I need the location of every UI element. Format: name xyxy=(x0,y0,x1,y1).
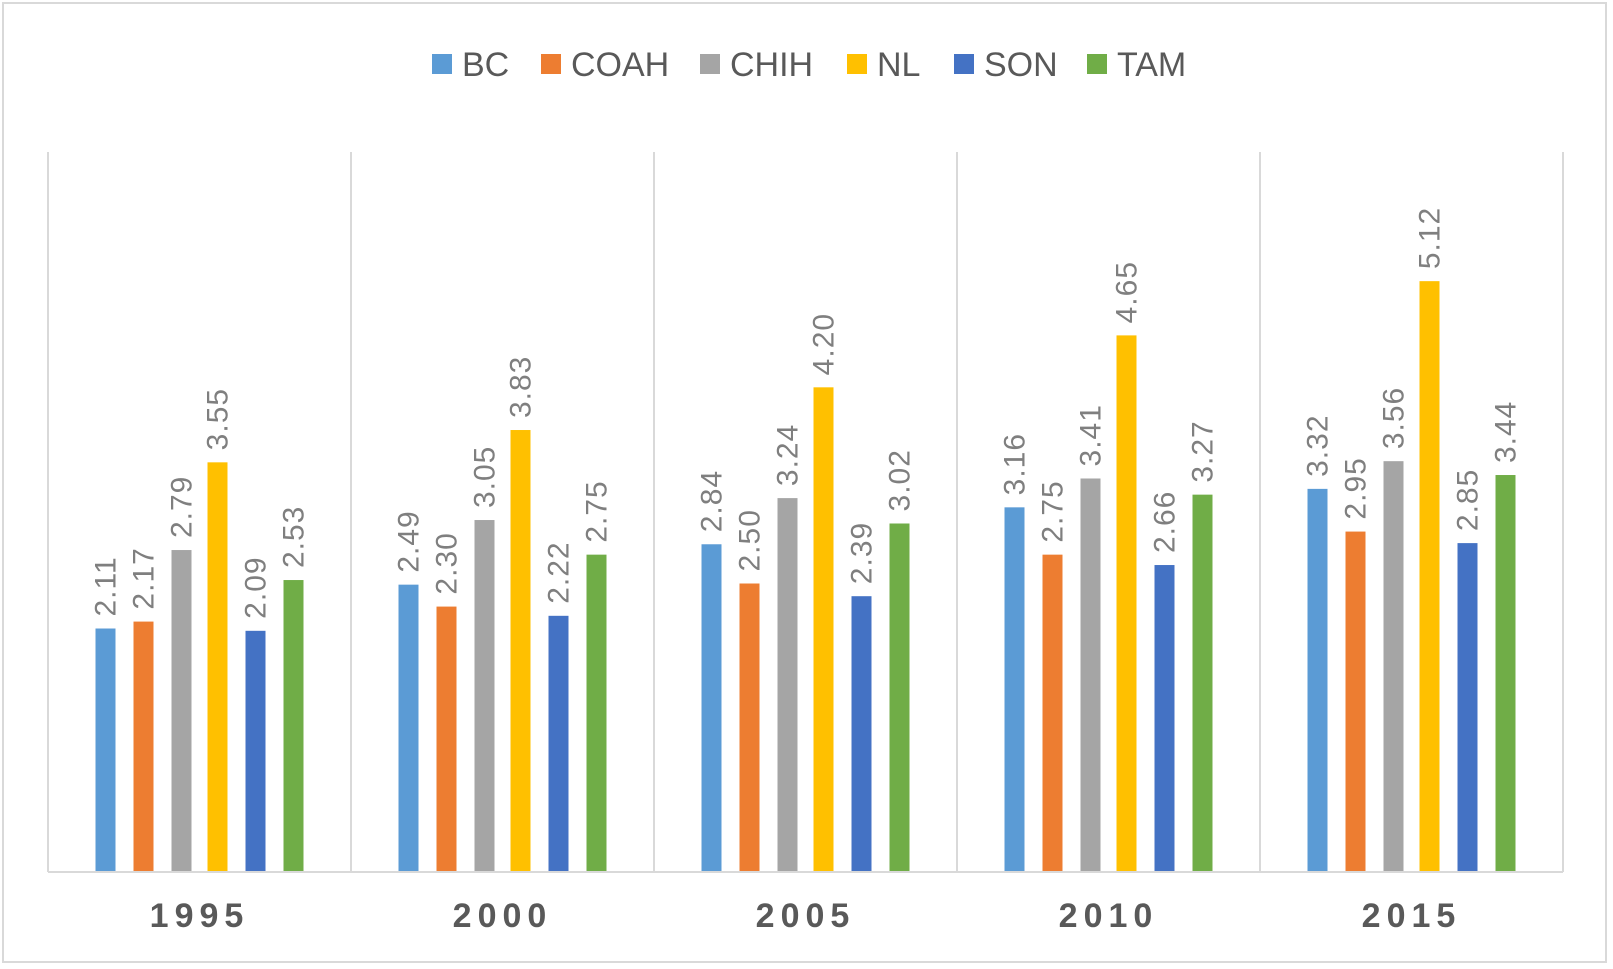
bar-coah-2000 xyxy=(436,606,457,872)
bar-tam-1995 xyxy=(283,580,304,872)
bar-tam-2000 xyxy=(586,554,607,872)
data-label-nl-2005: 4.20 xyxy=(808,313,841,375)
x-tick-label-1995: 1995 xyxy=(150,897,250,935)
bar-bc-2005 xyxy=(701,544,722,872)
data-label-coah-2015: 2.95 xyxy=(1340,457,1373,519)
bar-bc-2000 xyxy=(398,584,419,872)
data-label-son-1995: 2.09 xyxy=(240,556,273,618)
bar-coah-1995 xyxy=(133,621,154,872)
bar-coah-2005 xyxy=(739,583,760,872)
x-tick-label-2000: 2000 xyxy=(453,897,553,935)
x-tick-label-2005: 2005 xyxy=(756,897,856,935)
bar-series xyxy=(95,281,1516,873)
data-label-nl-2000: 3.83 xyxy=(505,356,538,418)
data-labels: 2.11 2.172.793.55 2.092.53 2.49 2.303.053.83… xyxy=(90,207,1523,619)
data-label-tam-2005: 3.02 xyxy=(884,449,917,511)
data-label-chih-2005: 3.24 xyxy=(772,424,805,486)
legend-label-tam: TAM xyxy=(1117,46,1186,84)
bar-chih-2000 xyxy=(474,520,495,872)
data-label-son-2015: 2.85 xyxy=(1452,469,1485,531)
data-label-son-2010: 2.66 xyxy=(1149,491,1182,553)
data-label-chih-2010: 3.41 xyxy=(1075,404,1108,466)
legend-swatch-nl xyxy=(847,54,867,74)
data-label-coah-1995: 2.17 xyxy=(128,547,161,609)
data-label-bc-1995: 2.11 xyxy=(90,556,123,616)
bar-chih-2005 xyxy=(777,498,798,872)
category-gridlines xyxy=(47,152,1564,872)
bar-tam-2010 xyxy=(1192,494,1213,872)
legend-swatch-son xyxy=(954,54,974,74)
data-label-coah-2005: 2.50 xyxy=(734,509,767,571)
legend-swatch-coah xyxy=(541,54,561,74)
chart-legend: BC COAH CHIH NL SON TAM xyxy=(432,46,1186,84)
legend-label-nl: NL xyxy=(877,46,920,84)
bar-coah-2010 xyxy=(1042,554,1063,872)
x-tick-label-2015: 2015 xyxy=(1362,897,1462,935)
data-label-tam-2010: 3.27 xyxy=(1187,420,1220,482)
bar-son-2015 xyxy=(1457,543,1478,872)
bar-bc-2015 xyxy=(1307,488,1328,872)
data-label-coah-2010: 2.75 xyxy=(1037,480,1070,542)
legend-label-son: SON xyxy=(984,46,1058,84)
legend-swatch-chih xyxy=(700,54,720,74)
bar-tam-2005 xyxy=(889,523,910,872)
data-label-tam-2000: 2.75 xyxy=(581,480,614,542)
data-label-nl-2015: 5.12 xyxy=(1414,207,1447,269)
legend-label-chih: CHIH xyxy=(730,46,813,84)
data-label-bc-2005: 2.84 xyxy=(696,470,729,532)
data-label-son-2005: 2.39 xyxy=(846,522,879,584)
bar-tam-2015 xyxy=(1495,475,1516,872)
bar-nl-2010 xyxy=(1116,335,1137,872)
bar-bc-1995 xyxy=(95,628,116,872)
data-label-nl-1995: 3.55 xyxy=(202,388,235,450)
bar-chih-1995 xyxy=(171,550,192,872)
data-label-nl-2010: 4.65 xyxy=(1111,261,1144,323)
data-label-son-2000: 2.22 xyxy=(543,541,576,603)
legend-label-coah: COAH xyxy=(571,46,669,84)
x-tick-label-2010: 2010 xyxy=(1059,897,1159,935)
bar-son-2005 xyxy=(851,596,872,872)
data-label-tam-1995: 2.53 xyxy=(278,506,311,568)
data-label-chih-1995: 2.79 xyxy=(166,476,199,538)
bar-coah-2015 xyxy=(1345,531,1366,872)
bar-son-1995 xyxy=(245,630,266,872)
bar-son-2000 xyxy=(548,615,569,872)
legend-swatch-bc xyxy=(432,54,452,74)
data-label-chih-2000: 3.05 xyxy=(469,446,502,508)
bar-nl-2000 xyxy=(510,430,531,872)
data-label-bc-2015: 3.32 xyxy=(1302,414,1335,476)
data-label-bc-2000: 2.49 xyxy=(393,510,426,572)
data-label-coah-2000: 2.30 xyxy=(431,532,464,594)
bar-bc-2010 xyxy=(1004,507,1025,872)
legend-label-bc: BC xyxy=(462,46,509,84)
data-label-tam-2015: 3.44 xyxy=(1490,401,1523,463)
bar-chih-2010 xyxy=(1080,478,1101,872)
data-label-bc-2010: 3.16 xyxy=(999,433,1032,495)
legend-swatch-tam xyxy=(1087,54,1107,74)
bar-chih-2015 xyxy=(1383,461,1404,872)
bar-nl-1995 xyxy=(207,462,228,872)
bar-nl-2015 xyxy=(1419,281,1440,873)
data-label-chih-2015: 3.56 xyxy=(1378,387,1411,449)
bar-son-2010 xyxy=(1154,565,1175,872)
bar-nl-2005 xyxy=(813,387,834,872)
x-axis-labels: 1995 2000 2005 2010 2015 xyxy=(150,897,1462,935)
